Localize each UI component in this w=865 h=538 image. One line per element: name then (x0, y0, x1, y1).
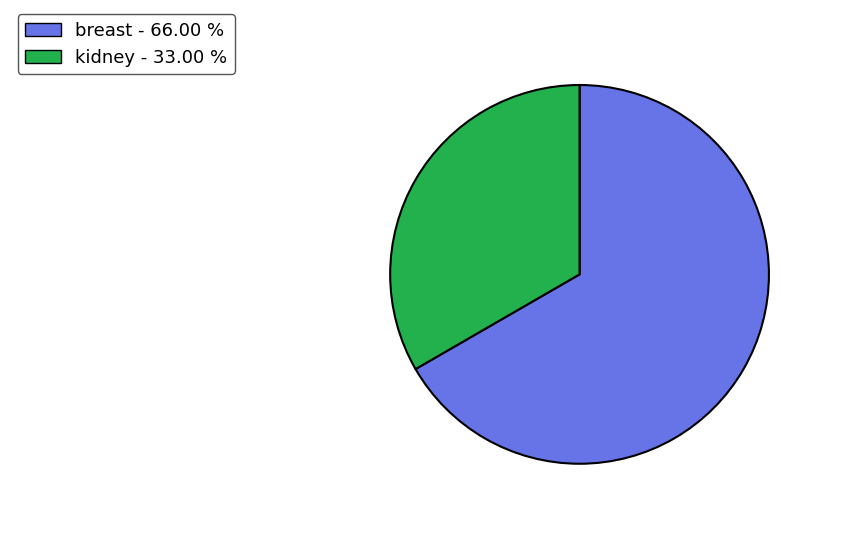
Legend: breast - 66.00 %, kidney - 33.00 %: breast - 66.00 %, kidney - 33.00 % (17, 15, 234, 74)
Wedge shape (390, 85, 580, 369)
Wedge shape (415, 85, 769, 464)
